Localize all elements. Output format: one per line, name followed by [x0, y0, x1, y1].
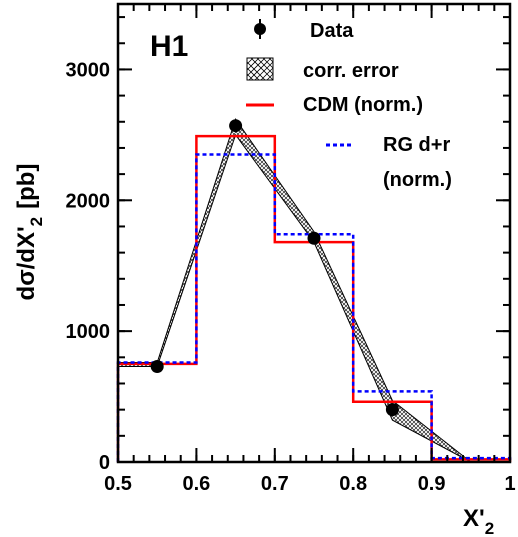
legend: Data corr. error CDM (norm.) RG d+r (nor… [246, 19, 452, 191]
y-tick-label: 3000 [66, 59, 111, 81]
legend-data-marker [254, 19, 266, 39]
experiment-label: H1 [150, 30, 188, 63]
data-points-layer [150, 119, 399, 417]
legend-rg-label-2: (norm.) [383, 169, 452, 191]
y-tick-label: 1000 [66, 321, 111, 343]
y-axis-title: dσ/dX'2[pb] [13, 164, 46, 301]
data-point [150, 359, 164, 373]
x-tick-label: 0.5 [104, 473, 132, 495]
data-point [307, 231, 321, 245]
legend-rg-label-1: RG d+r [383, 134, 450, 156]
data-point [229, 119, 243, 133]
plot-frame [116, 2, 512, 464]
legend-cdm-label: CDM (norm.) [303, 94, 423, 116]
legend-corr-error-swatch [246, 57, 274, 81]
y-tick-label: 0 [99, 452, 110, 474]
legend-corr-error-label: corr. error [303, 60, 399, 82]
x-ticks: 0.5 0.6 0.7 0.8 0.9 1 [104, 4, 516, 495]
x-axis-title: X'2 [463, 505, 494, 537]
data-point [385, 403, 399, 417]
y-ticks: 0 1000 2000 3000 [66, 16, 510, 474]
x-tick-label: 0.8 [339, 473, 367, 495]
x-tick-label: 1 [504, 473, 515, 495]
x-tick-label: 0.9 [418, 473, 446, 495]
x-tick-label: 0.6 [182, 473, 210, 495]
y-tick-label: 2000 [66, 190, 111, 212]
x-tick-label: 0.7 [261, 473, 289, 495]
legend-data-label: Data [310, 20, 354, 42]
